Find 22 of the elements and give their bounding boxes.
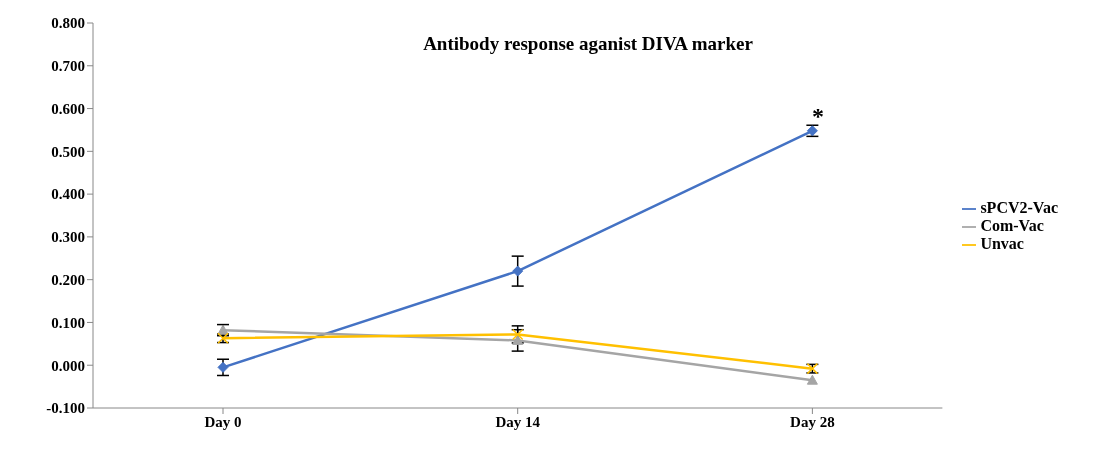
point (806, 374, 818, 385)
point (217, 361, 229, 373)
point (512, 334, 524, 345)
y-tick-label: 0.100 (51, 314, 85, 331)
y-tick-label: 0.600 (51, 100, 85, 117)
annotation: * (812, 103, 824, 129)
y-tick-label: 0.200 (51, 271, 85, 288)
y-tick-label: 0.400 (51, 186, 85, 203)
legend-label: sPCV2-Vac (980, 198, 1058, 216)
x-tick-label: Day 28 (790, 413, 835, 430)
point (512, 265, 524, 277)
legend-label: Com-Vac (980, 216, 1044, 234)
y-tick-label: 0.800 (51, 15, 85, 32)
legend-label: Unvac (980, 234, 1024, 252)
x-tick-label: Day 0 (204, 413, 242, 430)
y-tick-label: 0.000 (51, 357, 85, 374)
text: Antibody response aganist DIVA marker (423, 33, 754, 54)
y-tick-label: 0.500 (51, 143, 85, 160)
y-tick-label: 0.300 (51, 229, 85, 246)
y-tick-label: -0.100 (46, 400, 85, 417)
y-tick-label: 0.700 (51, 58, 85, 75)
x-tick-label: Day 14 (495, 413, 541, 430)
